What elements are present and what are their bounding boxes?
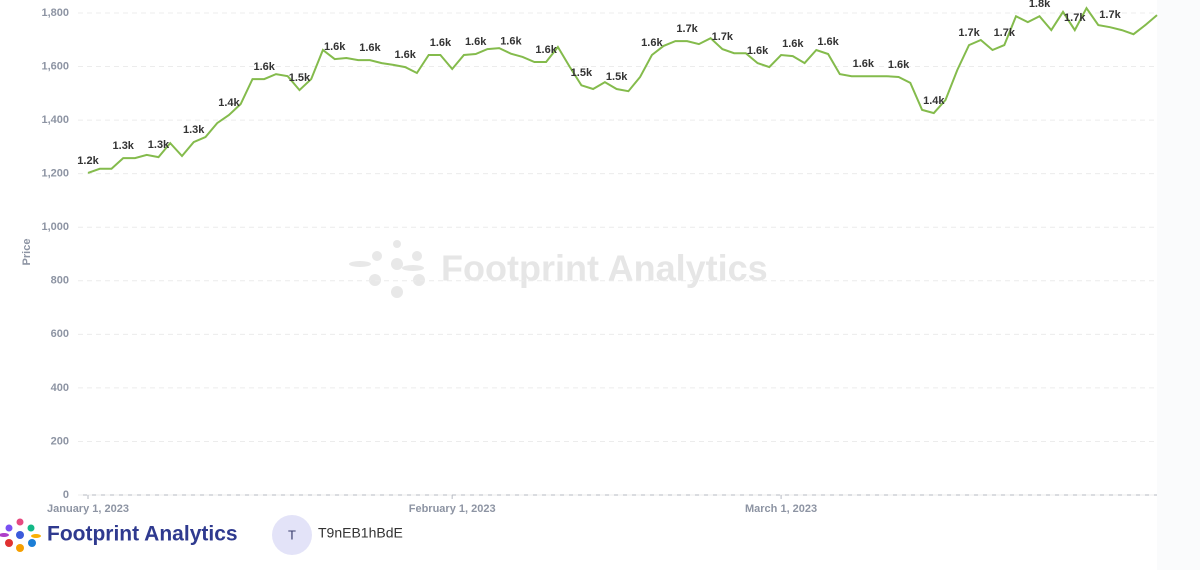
x-tick-label: February 1, 2023 — [409, 503, 496, 515]
value-label: 1.7k — [958, 27, 980, 39]
y-tick-label: 1,400 — [41, 114, 69, 126]
value-label: 1.3k — [148, 139, 170, 151]
value-label: 1.6k — [359, 42, 381, 54]
value-label: 1.6k — [394, 49, 416, 61]
x-tick-label: January 1, 2023 — [47, 503, 129, 515]
value-label: 1.7k — [712, 31, 734, 43]
value-label: 1.6k — [888, 59, 910, 71]
y-tick-label: 1,600 — [41, 60, 69, 72]
y-axis-label: Price — [21, 239, 33, 266]
value-label: 1.7k — [676, 23, 698, 35]
value-label: 1.3k — [113, 140, 135, 152]
watermark: Footprint Analytics — [441, 248, 768, 289]
avatar[interactable] — [272, 515, 312, 555]
value-label: 1.6k — [641, 37, 663, 49]
value-label: 1.7k — [994, 27, 1016, 39]
value-label: 1.2k — [77, 155, 99, 167]
value-label: 1.5k — [289, 72, 311, 84]
value-label: 1.6k — [853, 58, 875, 70]
value-label: 1.3k — [183, 124, 205, 136]
x-tick-label: March 1, 2023 — [745, 503, 817, 515]
y-tick-label: 1,200 — [41, 168, 69, 180]
value-label: 1.5k — [606, 71, 628, 83]
value-label: 1.7k — [1099, 9, 1121, 21]
value-label: 1.6k — [782, 38, 804, 50]
y-tick-label: 200 — [51, 435, 69, 447]
y-tick-label: 600 — [51, 328, 69, 340]
price-line — [87, 6, 1158, 174]
value-label: 1.6k — [465, 36, 487, 48]
y-tick-label: 1,000 — [41, 221, 69, 233]
value-label: 1.6k — [747, 45, 769, 57]
avatar-initial: T — [288, 527, 296, 542]
y-tick-label: 0 — [63, 489, 69, 501]
value-label: 1.4k — [923, 95, 945, 107]
watermark-icon — [349, 240, 425, 298]
value-label: 1.4k — [218, 97, 240, 109]
value-label: 1.5k — [571, 67, 593, 79]
y-tick-label: 800 — [51, 275, 69, 287]
value-label: 1.6k — [324, 41, 346, 53]
value-label: 1.8k — [1029, 0, 1051, 10]
value-label: 1.6k — [535, 44, 557, 56]
y-tick-label: 1,800 — [41, 7, 69, 19]
value-label: 1.6k — [500, 36, 522, 48]
footer: Footprint Analytics T T9nEB1hBdE — [0, 515, 403, 555]
value-label: 1.6k — [430, 37, 452, 49]
user-name[interactable]: T9nEB1hBdE — [318, 525, 403, 541]
y-tick-label: 400 — [51, 382, 69, 394]
value-label: 1.7k — [1064, 12, 1086, 24]
brand-name: Footprint Analytics — [47, 523, 238, 546]
value-label: 1.6k — [817, 36, 839, 48]
side-strip — [1157, 0, 1200, 570]
brand-logo — [0, 518, 41, 552]
value-label: 1.6k — [253, 61, 275, 73]
